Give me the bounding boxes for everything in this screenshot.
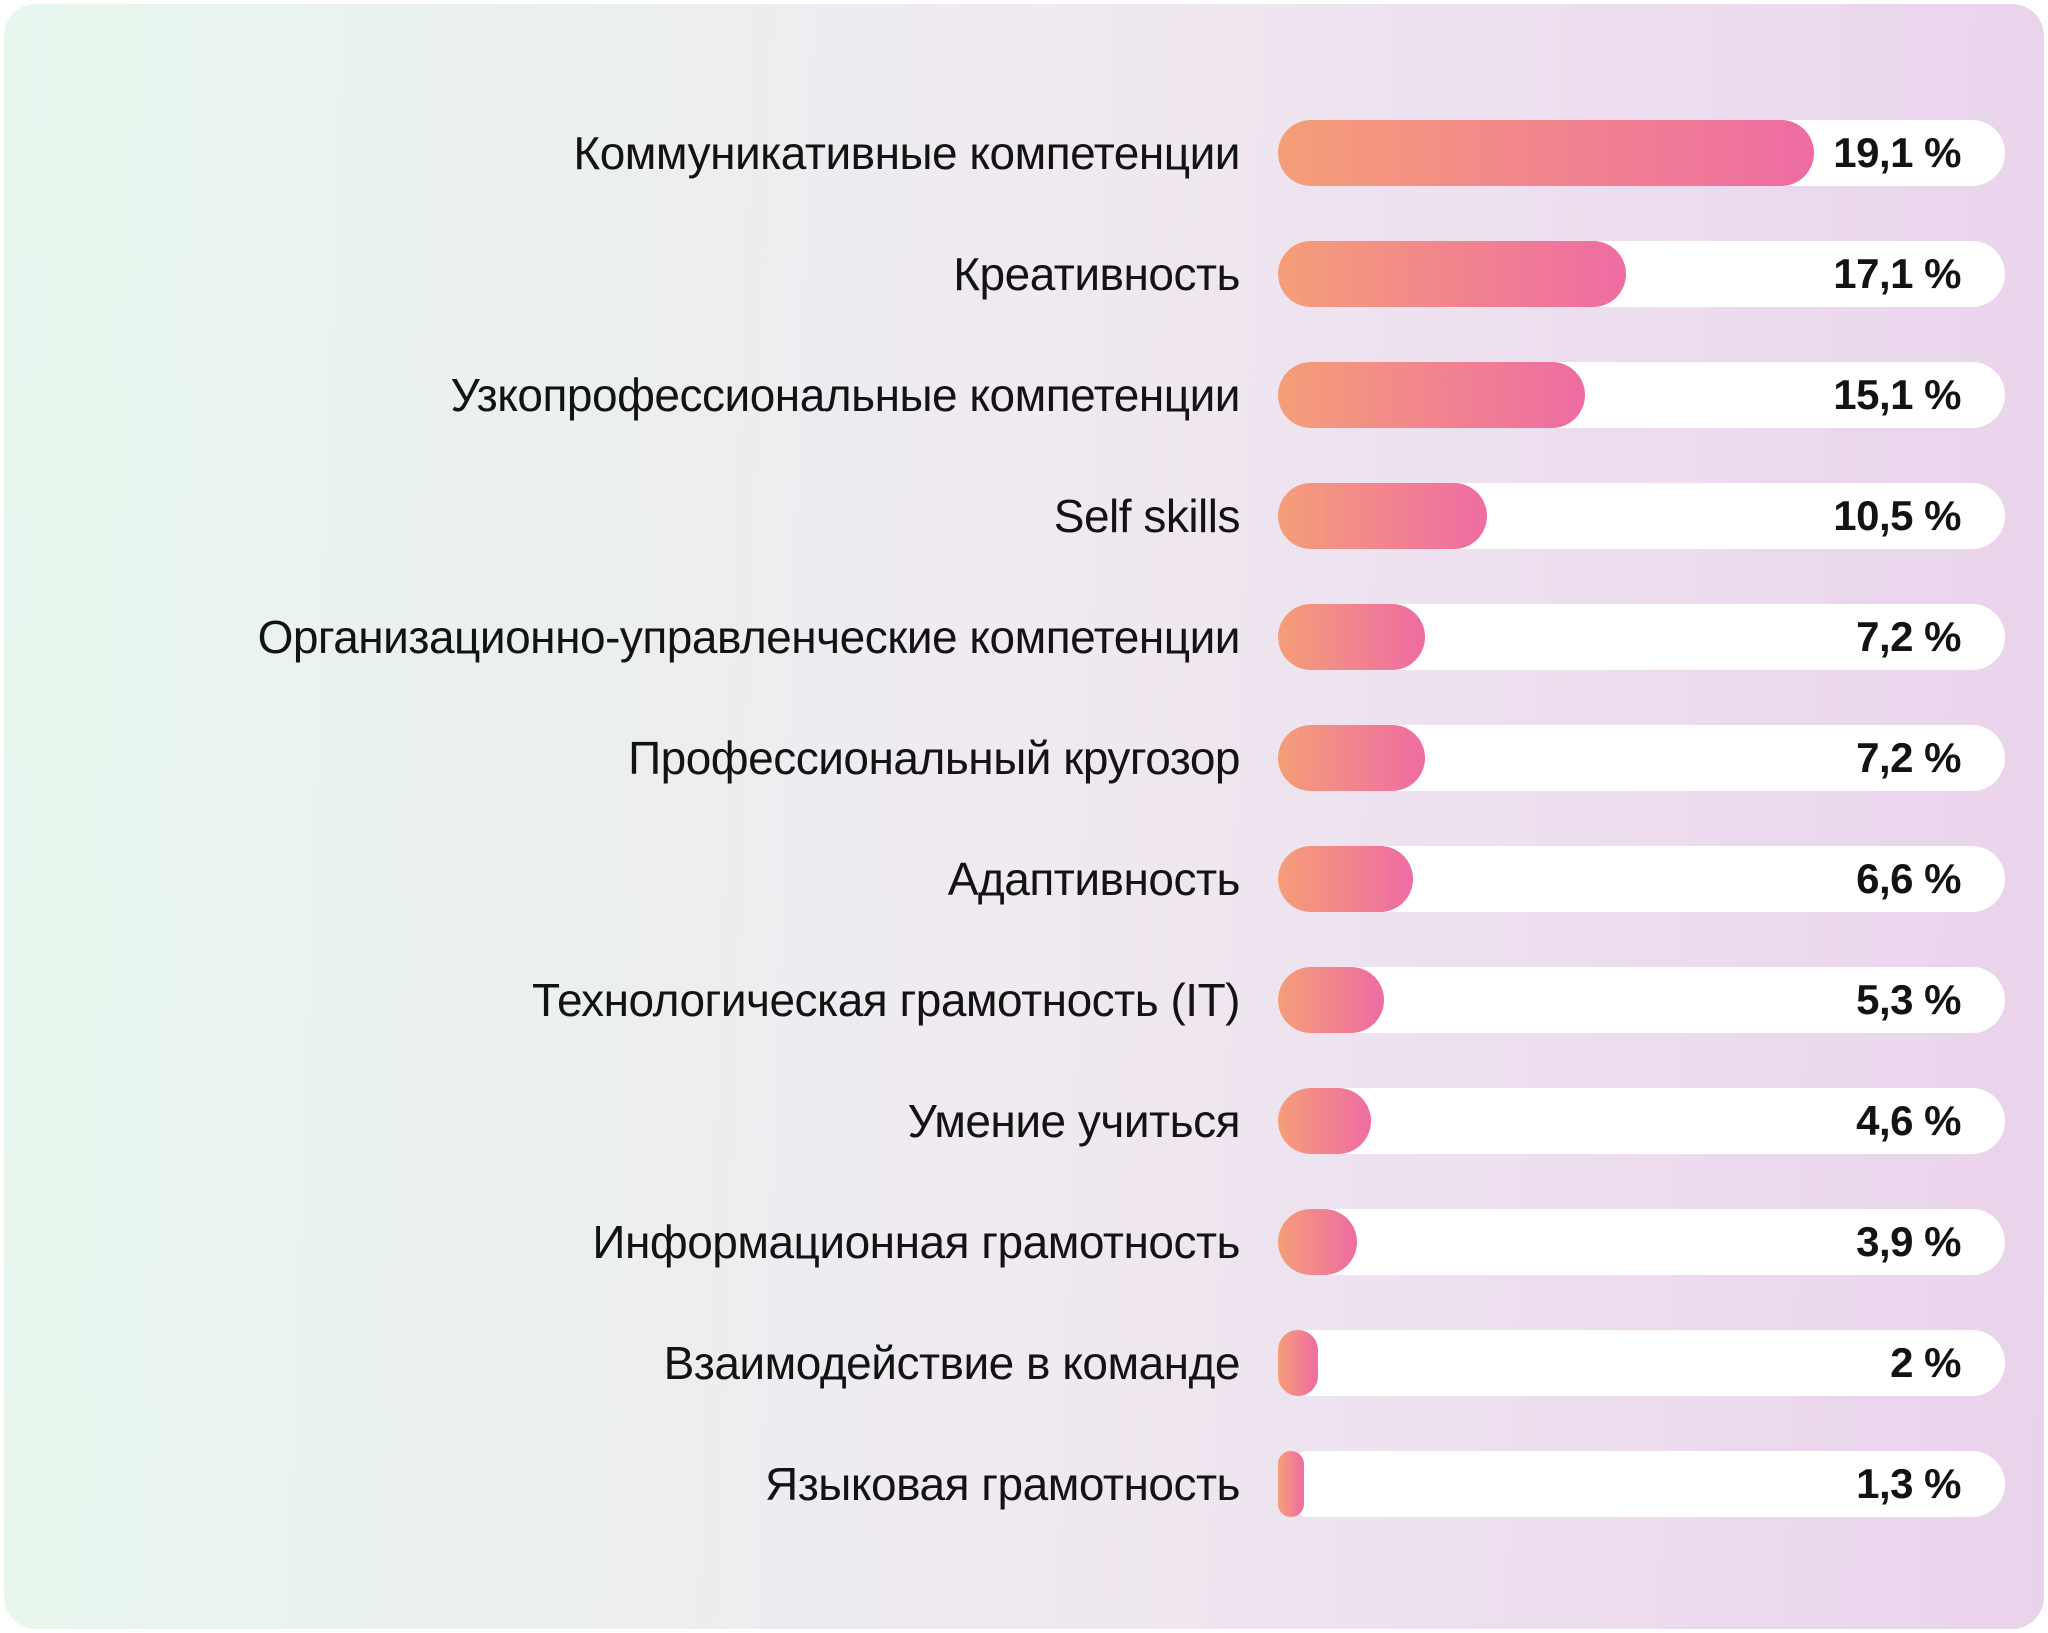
category-label: Умение учиться (907, 1094, 1241, 1147)
bar-fill (1278, 724, 1425, 791)
bar-track: 7,2 % (1278, 603, 2005, 670)
bar-chart: Коммуникативные компетенции 19,1 % Креат… (4, 92, 2044, 1544)
bar-row: Технологическая грамотность (IT) 5,3 % (4, 939, 2044, 1060)
value-label: 17,1 % (1833, 249, 1961, 297)
value-label: 7,2 % (1856, 733, 1961, 781)
bar-row: Профессиональный кругозор 7,2 % (4, 697, 2044, 818)
bar-track: 15,1 % (1278, 361, 2005, 428)
category-label: Информационная грамотность (592, 1215, 1240, 1268)
bar-row: Организационно-управленческие компетенци… (4, 576, 2044, 697)
chart-card: Коммуникативные компетенции 19,1 % Креат… (4, 4, 2044, 1629)
value-label: 1,3 % (1856, 1459, 1961, 1507)
value-label: 4,6 % (1856, 1096, 1961, 1144)
bar-fill (1278, 1087, 1372, 1154)
category-label: Организационно-управленческие компетенци… (257, 610, 1241, 663)
value-label: 2 % (1890, 1338, 1961, 1386)
bar-track: 4,6 % (1278, 1087, 2005, 1154)
bar-fill (1278, 482, 1488, 549)
value-label: 6,6 % (1856, 854, 1961, 902)
bar-row: Коммуникативные компетенции 19,1 % (4, 92, 2044, 213)
value-label: 7,2 % (1856, 612, 1961, 660)
bar-fill (1278, 1450, 1305, 1517)
bar-fill (1278, 1208, 1358, 1275)
bar-row: Адаптивность 6,6 % (4, 818, 2044, 939)
bar-row: Информационная грамотность 3,9 % (4, 1181, 2044, 1302)
category-label: Профессиональный кругозор (628, 731, 1240, 784)
category-label: Технологическая грамотность (IT) (532, 973, 1240, 1026)
bar-row: Self skills 10,5 % (4, 455, 2044, 576)
value-label: 19,1 % (1833, 128, 1961, 176)
bar-row: Креативность 17,1 % (4, 213, 2044, 334)
bar-track: 1,3 % (1278, 1450, 2005, 1517)
bar-row: Умение учиться 4,6 % (4, 1060, 2044, 1181)
category-label: Языковая грамотность (764, 1457, 1241, 1510)
bar-row: Взаимодействие в команде 2 % (4, 1302, 2044, 1423)
category-label: Адаптивность (947, 852, 1241, 905)
bar-track: 19,1 % (1278, 119, 2005, 186)
category-label: Коммуникативные компетенции (573, 126, 1240, 179)
value-label: 15,1 % (1833, 370, 1961, 418)
bar-fill (1278, 1329, 1318, 1396)
bar-row: Языковая грамотность 1,3 % (4, 1423, 2044, 1544)
bar-fill (1278, 119, 1814, 186)
bar-track: 7,2 % (1278, 724, 2005, 791)
bar-track: 2 % (1278, 1329, 2005, 1396)
bar-fill (1278, 966, 1385, 1033)
bar-row: Узкопрофессиональные компетенции 15,1 % (4, 334, 2044, 455)
value-label: 10,5 % (1833, 491, 1961, 539)
value-label: 5,3 % (1856, 975, 1961, 1023)
bar-fill (1278, 240, 1626, 307)
category-label: Узкопрофессиональные компетенции (450, 368, 1241, 421)
bar-track: 5,3 % (1278, 966, 2005, 1033)
bar-fill (1278, 361, 1585, 428)
category-label: Self skills (1053, 489, 1241, 542)
bar-fill (1278, 603, 1425, 670)
bar-track: 6,6 % (1278, 845, 2005, 912)
category-label: Креативность (953, 247, 1240, 300)
bar-fill (1278, 845, 1414, 912)
bar-track: 10,5 % (1278, 482, 2005, 549)
value-label: 3,9 % (1856, 1217, 1961, 1265)
bar-track: 3,9 % (1278, 1208, 2005, 1275)
category-label: Взаимодействие в команде (663, 1336, 1241, 1389)
bar-track: 17,1 % (1278, 240, 2005, 307)
